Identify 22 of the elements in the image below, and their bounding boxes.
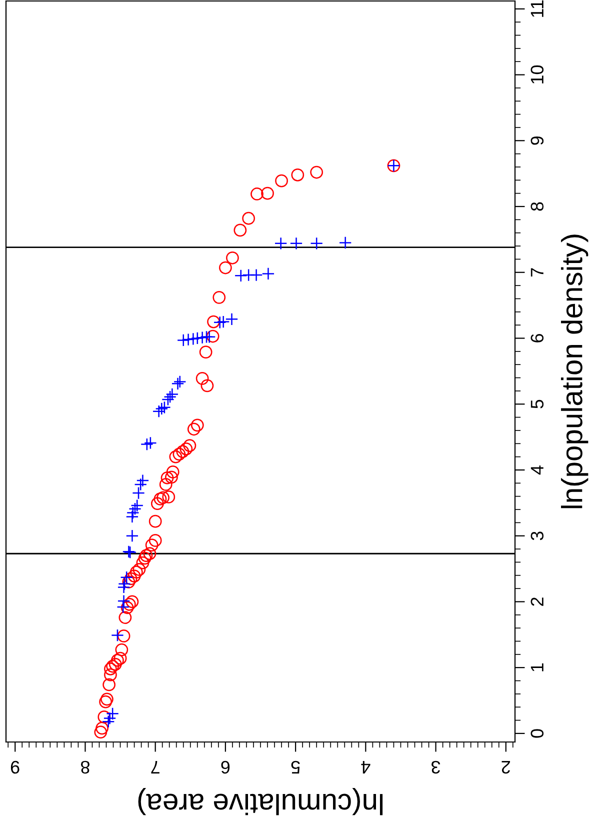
x-tick-label: 4 — [361, 761, 370, 774]
y-tick-label: 9 — [530, 136, 544, 145]
y-tick-label: 1 — [530, 663, 544, 672]
y-tick-label: 4 — [530, 465, 544, 475]
y-tick-label: 7 — [530, 268, 544, 276]
x-tick-label: 2 — [502, 761, 510, 774]
x-tick-label: 9 — [10, 760, 20, 774]
x-tick-label: 7 — [151, 761, 160, 774]
x-tick-label: 3 — [432, 760, 440, 774]
y-tick-label: 8 — [530, 202, 544, 211]
y-tick-label: 0 — [530, 729, 544, 738]
y-tick-label: 3 — [530, 532, 544, 540]
y-tick-label: 2 — [530, 598, 544, 606]
y-tick-label: 11 — [530, 0, 544, 17]
y-axis-title: ln(population density) — [561, 234, 588, 508]
y-tick-label: 10 — [530, 65, 544, 84]
x-tick-label: 6 — [221, 760, 230, 774]
y-tick-label: 5 — [530, 400, 544, 408]
y-tick-label: 6 — [530, 334, 544, 342]
x-tick-label: 5 — [291, 760, 300, 774]
x-tick-label: 8 — [80, 760, 90, 774]
x-axis-title: ln(cumulative area) — [138, 788, 383, 816]
